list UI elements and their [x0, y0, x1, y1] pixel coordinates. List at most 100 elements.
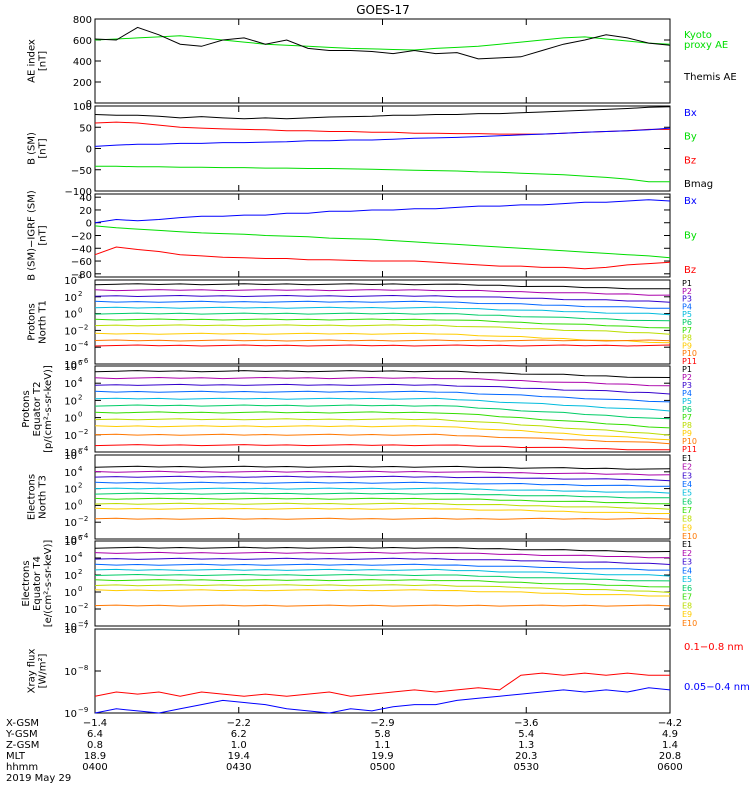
y-tick-exponent: −2	[78, 428, 88, 436]
legend-item: 0.05−0.4 nm	[684, 682, 750, 693]
y-tick-label: 10	[64, 379, 77, 390]
y-tick-exponent: −4	[78, 445, 89, 453]
axis-row-value: −2.2	[227, 718, 251, 729]
axis-row-value: −2.9	[370, 718, 394, 729]
legend-p2: P2	[682, 373, 692, 382]
y-tick-label: 10	[64, 310, 77, 321]
y-tick-label: 10	[64, 537, 77, 548]
panel-frame	[94, 193, 671, 278]
panel-frame	[94, 18, 671, 104]
y-tick-exponent: 0	[78, 411, 82, 419]
y-axis-label: Equator T4	[32, 556, 43, 611]
legend-p6: P6	[682, 405, 692, 414]
legend-p11: P11	[682, 445, 697, 454]
y-tick-label: 10	[64, 431, 77, 442]
series-line-bx	[94, 199, 671, 224]
channel-line-p3	[94, 294, 671, 303]
y-tick-exponent: −4	[78, 619, 89, 627]
legend-item: By	[684, 132, 697, 143]
series-line-0-05-0-4-nm	[94, 687, 671, 714]
legend-e4: E4	[682, 480, 692, 489]
y-tick-label: 10	[64, 276, 77, 287]
y-tick-exponent: 2	[78, 393, 82, 401]
panel-frame	[94, 105, 671, 192]
axis-row-value: 5.8	[375, 729, 391, 740]
legend-p8: P8	[682, 421, 692, 430]
panel-xray: Xray flux [W/m²]10−910−810 −70.1−0.8 nm0.0…	[27, 622, 750, 720]
y-tick-label: 600	[73, 36, 92, 47]
axis-row-label: Z-GSM	[6, 740, 39, 751]
y-tick-label: 10	[64, 414, 77, 425]
channel-line-p2	[94, 376, 671, 387]
y-tick-label: 800	[73, 15, 92, 26]
axis-row-label: Y-GSM	[5, 729, 38, 740]
axis-row-value: 4.9	[662, 729, 678, 740]
channel-line-p7	[94, 411, 671, 429]
legend-e10: E10	[682, 532, 697, 541]
legend-item: Bmag	[684, 179, 713, 190]
y-tick-label: 10	[64, 535, 77, 546]
y-tick-exponent: 6	[78, 359, 83, 367]
channel-line-e9	[94, 589, 670, 597]
axis-row-value: 1.1	[375, 740, 391, 751]
y-tick-exponent: −2	[78, 602, 88, 610]
legend-p7: P7	[682, 413, 692, 422]
y-tick-label: 10	[64, 396, 77, 407]
y-tick-label: 100	[73, 102, 92, 113]
y-axis-label: [W/m²]	[38, 653, 49, 688]
y-tick-label: 0	[86, 99, 92, 110]
y-tick-label: 20	[79, 206, 92, 217]
y-tick-label: 10	[64, 293, 77, 304]
channel-line-p6	[94, 312, 671, 322]
legend-e7: E7	[682, 593, 692, 602]
legend-p9: P9	[682, 429, 692, 438]
channel-line-p2	[94, 289, 671, 296]
channel-line-e10	[94, 517, 671, 520]
channel-line-p6	[94, 404, 671, 420]
legend-p4: P4	[682, 389, 692, 398]
legend-item: Bz	[684, 265, 696, 276]
legend-p1: P1	[682, 365, 692, 374]
axis-row-value: 6.4	[87, 729, 103, 740]
series-line-0-1-0-8-nm	[94, 672, 670, 697]
axis-row-value: 0500	[370, 762, 395, 773]
y-axis-label: [nT]	[38, 51, 49, 71]
axis-row-value: 0430	[226, 762, 251, 773]
legend-e5: E5	[682, 575, 692, 584]
axis-row-value: 5.4	[518, 729, 534, 740]
y-tick-label: −50	[71, 166, 92, 177]
axis-row-value: 20.3	[515, 751, 537, 762]
legend-p3: P3	[682, 295, 692, 304]
series-line-by	[95, 165, 670, 183]
y-tick-label: −100	[65, 187, 92, 198]
y-tick-label: 10	[64, 709, 77, 720]
channel-line-p4	[94, 390, 671, 403]
y-tick-exponent: 0	[78, 498, 82, 506]
channel-line-e10	[94, 604, 671, 607]
channel-line-e7	[94, 497, 671, 505]
channel-line-e5	[94, 487, 671, 494]
y-axis-label: Xray flux	[27, 649, 38, 694]
legend-p6: P6	[682, 318, 692, 327]
y-tick-label: 400	[73, 57, 92, 68]
legend-p1: P1	[682, 279, 692, 288]
channel-line-e6	[94, 492, 670, 499]
y-axis-label: [nT]	[38, 225, 49, 245]
y-tick-label: 10	[64, 554, 77, 565]
legend-e2: E2	[682, 549, 692, 558]
axis-row-label: hhmm	[6, 762, 38, 773]
channel-line-p1	[94, 370, 671, 378]
channel-line-e2	[94, 470, 671, 476]
legend-e3: E3	[682, 558, 692, 567]
y-tick-exponent: −6	[78, 357, 89, 365]
legend-p8: P8	[682, 334, 692, 343]
legend-p11: P11	[682, 357, 697, 366]
legend-e6: E6	[682, 584, 692, 593]
y-axis-label: B (SM)	[27, 132, 38, 165]
legend-p9: P9	[682, 341, 692, 350]
y-tick-label: 10	[64, 588, 77, 599]
legend-e2: E2	[682, 463, 692, 472]
